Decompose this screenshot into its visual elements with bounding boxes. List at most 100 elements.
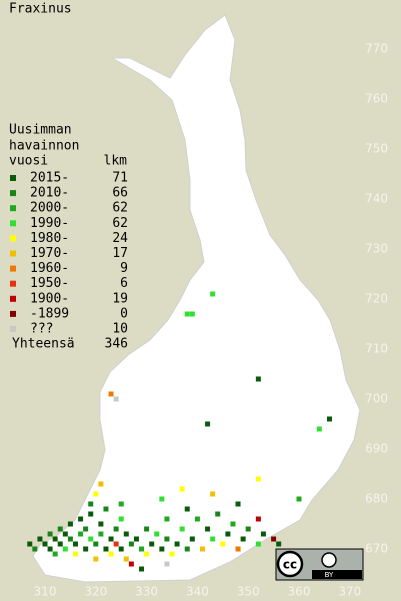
legend-count: 0 <box>120 306 128 321</box>
observation-square <box>210 536 216 542</box>
observation-square <box>144 526 150 532</box>
legend-label: 1990- <box>30 216 69 231</box>
legend-header: Uusimman <box>9 123 72 138</box>
y-axis-label: 710 <box>365 342 388 356</box>
observation-square <box>83 526 89 532</box>
y-axis-label: 750 <box>365 142 388 156</box>
observation-square <box>78 531 84 537</box>
observation-square <box>139 566 145 572</box>
x-axis-label: 370 <box>338 585 361 599</box>
legend-label: 2015- <box>30 171 69 186</box>
observation-square <box>316 426 322 432</box>
legend-label: 1900- <box>30 291 69 306</box>
observation-square <box>128 541 134 547</box>
observation-square <box>179 526 185 532</box>
legend-total-label: Yhteensä <box>12 337 75 352</box>
observation-square <box>235 546 241 552</box>
x-axis-label: 340 <box>186 585 209 599</box>
legend-count: 62 <box>112 216 128 231</box>
observation-square <box>108 536 114 542</box>
observation-square <box>276 541 282 547</box>
observation-square <box>27 541 33 547</box>
observation-square <box>93 541 99 547</box>
x-axis-label: 360 <box>288 585 311 599</box>
y-axis-label: 720 <box>365 292 388 306</box>
observation-square <box>225 531 231 537</box>
observation-square <box>88 536 94 542</box>
legend-total: 346 <box>105 337 128 352</box>
legend-count: 19 <box>112 291 128 306</box>
observation-square <box>108 391 114 397</box>
observation-square <box>164 536 170 542</box>
observation-square <box>205 526 211 532</box>
y-axis-label: 730 <box>365 242 388 256</box>
legend-label: 2010- <box>30 186 69 201</box>
legend-label: 1950- <box>30 276 69 291</box>
observation-square <box>88 501 94 507</box>
legend-count: 24 <box>112 231 128 246</box>
observation-square <box>255 541 261 547</box>
observation-square <box>37 536 43 542</box>
observation-square <box>88 511 94 517</box>
observation-square <box>154 531 160 537</box>
observation-square <box>194 516 200 522</box>
y-axis-label: 680 <box>365 492 388 506</box>
legend-swatch <box>10 190 16 197</box>
observation-square <box>149 541 155 547</box>
legend-label: ??? <box>30 322 53 337</box>
observation-square <box>184 546 190 552</box>
license-badge: cc BY <box>275 548 364 581</box>
observation-square <box>83 546 89 552</box>
x-axis-label: 330 <box>135 585 158 599</box>
legend-label: 1960- <box>30 261 69 276</box>
observation-square <box>123 531 129 537</box>
legend-swatch <box>10 265 16 272</box>
legend-label: 1980- <box>30 231 69 246</box>
observation-square <box>118 516 124 522</box>
legend-swatch <box>10 175 16 181</box>
legend-count: 6 <box>120 276 128 291</box>
observation-square <box>271 536 277 542</box>
observation-square <box>184 311 190 317</box>
observation-square <box>260 531 266 537</box>
observation-square <box>57 541 63 547</box>
observation-square <box>47 531 53 537</box>
observation-square <box>103 506 109 512</box>
legend-count-header: lkm <box>104 154 128 169</box>
observation-square <box>240 536 246 542</box>
observation-square <box>210 291 216 297</box>
legend-count: 71 <box>112 171 128 186</box>
x-axis-label: 350 <box>237 585 260 599</box>
observation-square <box>93 556 99 562</box>
legend-header: vuosi <box>9 154 48 169</box>
legend-label: 1970- <box>30 246 69 261</box>
cc-circle <box>276 550 304 578</box>
observation-square <box>72 541 78 547</box>
observation-square <box>128 561 134 567</box>
observation-square <box>326 416 332 422</box>
observation-square <box>98 521 104 527</box>
observation-square <box>98 481 104 487</box>
observation-square <box>199 546 205 552</box>
badge-strip <box>312 570 362 579</box>
observation-square <box>118 501 124 507</box>
observation-square <box>179 486 185 492</box>
observation-square <box>113 541 119 547</box>
legend-count: 62 <box>112 201 128 216</box>
observation-square <box>235 501 241 507</box>
observation-square <box>245 526 251 532</box>
observation-square <box>103 546 109 552</box>
observation-square <box>164 561 170 567</box>
observation-square <box>144 551 150 557</box>
observation-square <box>139 546 145 552</box>
legend-swatch <box>10 310 16 317</box>
observation-square <box>205 421 211 427</box>
y-axis-label: 700 <box>365 392 388 406</box>
observation-square <box>72 551 78 557</box>
legend-swatch <box>10 235 16 242</box>
y-axis-label: 760 <box>365 92 388 106</box>
legend-swatch <box>10 295 16 302</box>
observation-square <box>255 376 261 382</box>
legend-swatch <box>10 326 16 332</box>
